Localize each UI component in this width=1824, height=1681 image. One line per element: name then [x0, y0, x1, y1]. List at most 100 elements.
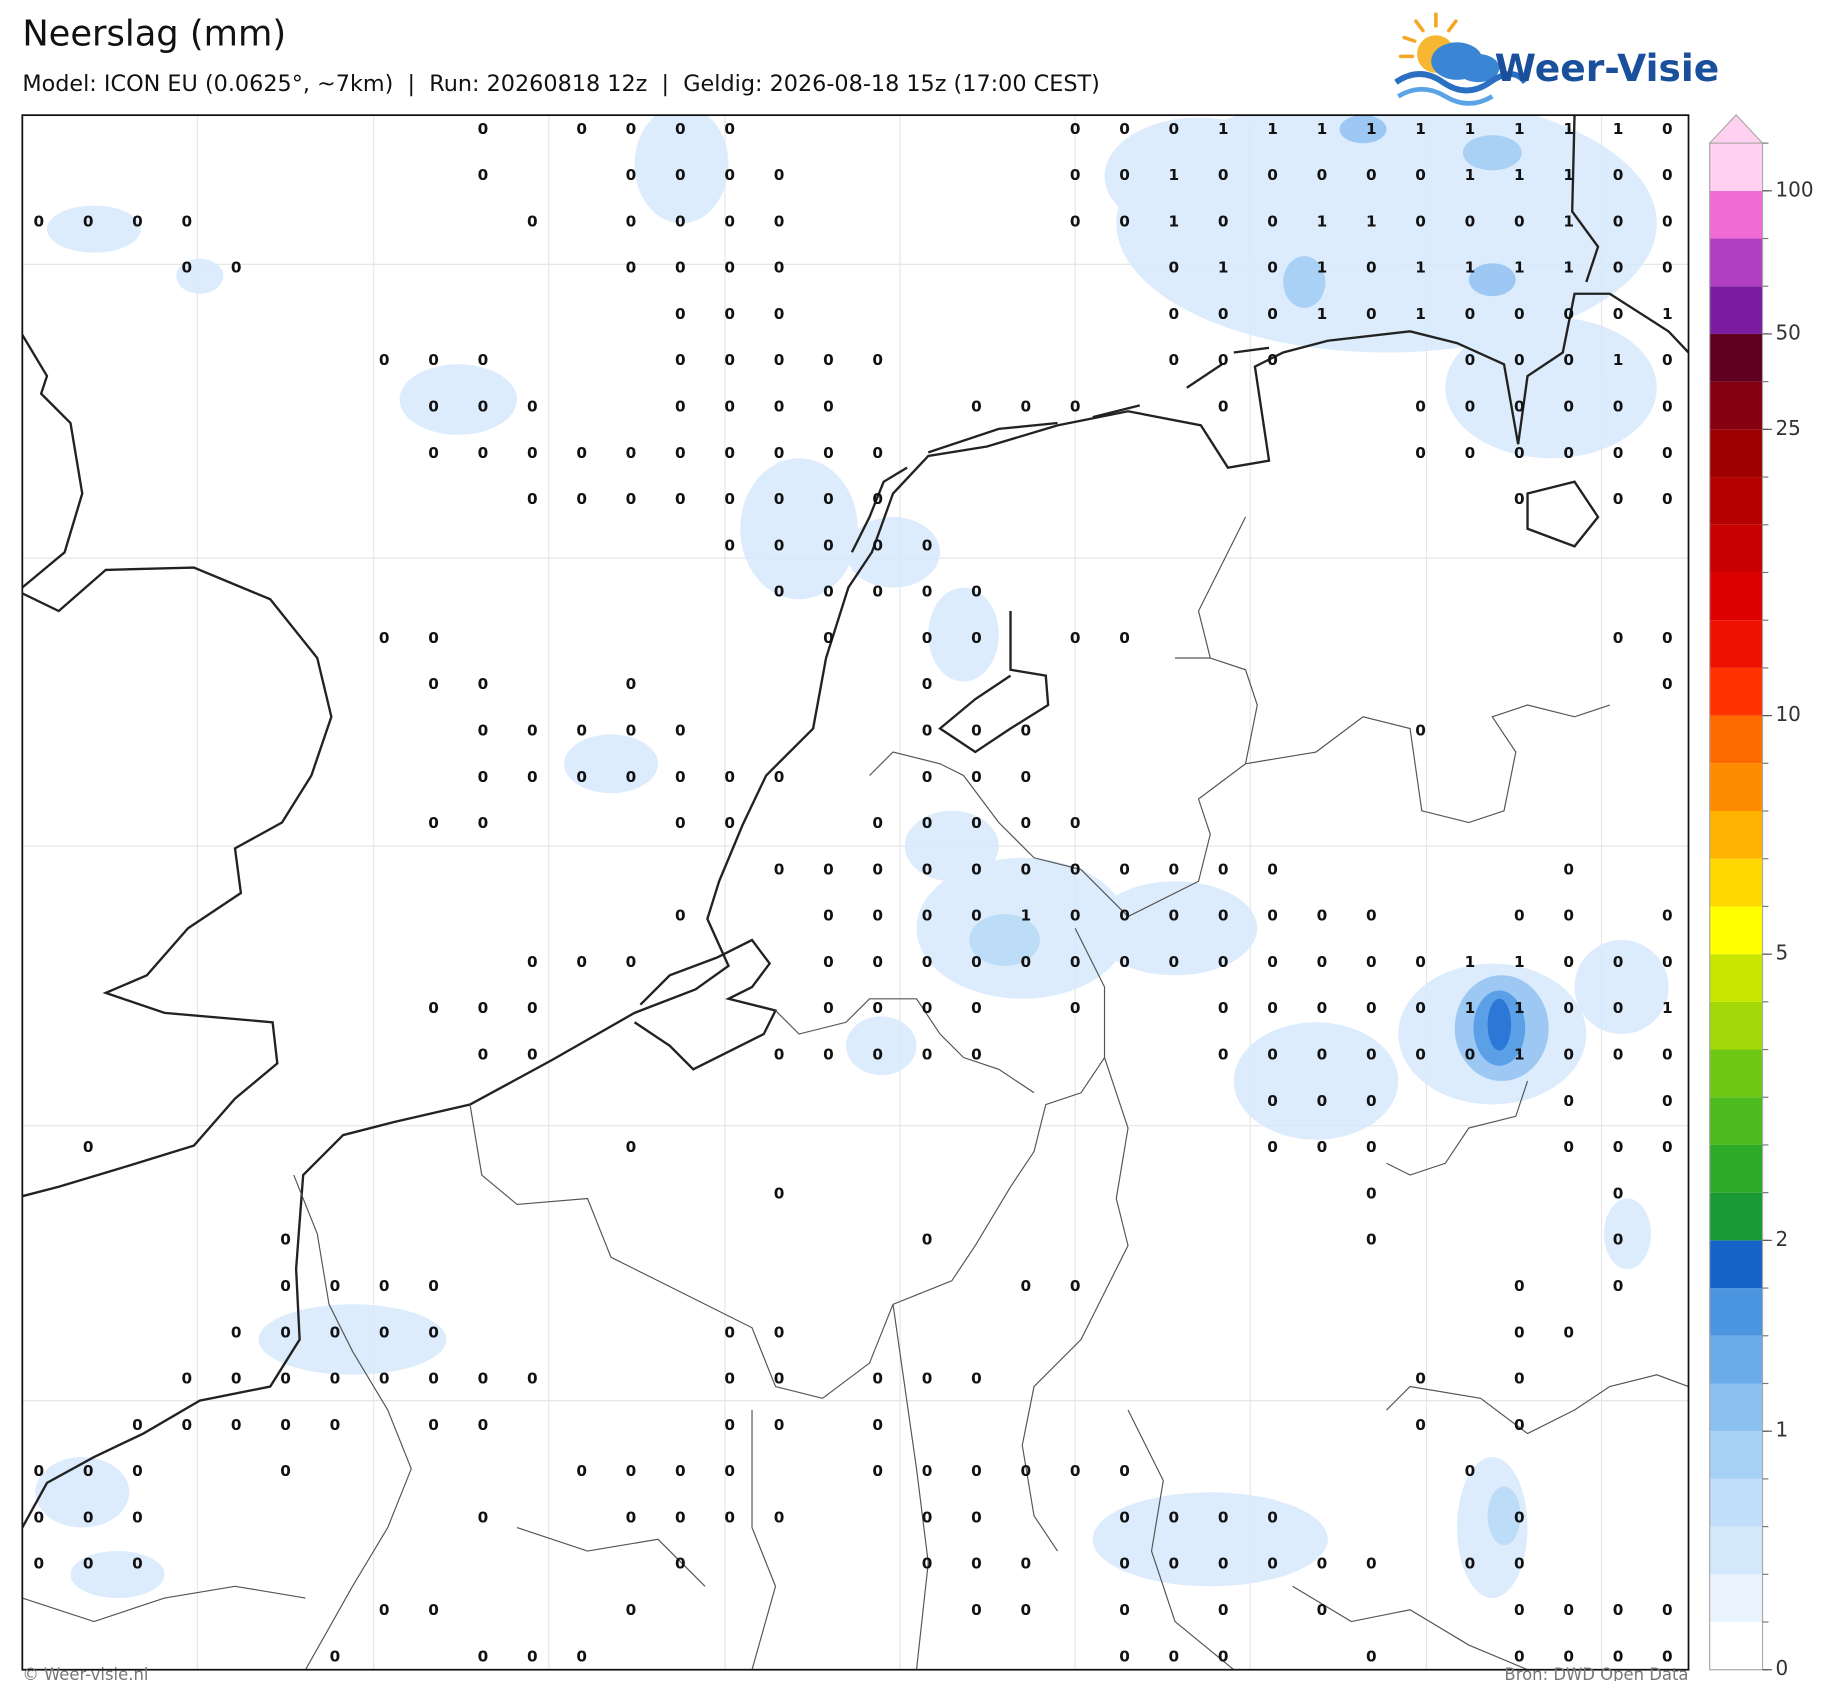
precip-value: 0: [774, 305, 785, 323]
precip-value: 0: [1613, 999, 1624, 1017]
colorbar-segment: [1709, 1288, 1763, 1336]
precip-value: 0: [724, 490, 735, 508]
source: Bron: DWD Open Data: [1504, 1665, 1688, 1681]
precip-value: 0: [1070, 1462, 1081, 1480]
precip-value: 0: [872, 953, 883, 971]
precip-value: 0: [1662, 166, 1673, 184]
precip-value: 0: [675, 1555, 686, 1573]
precip-value: 0: [1267, 860, 1278, 878]
precip-value: 0: [428, 1416, 439, 1434]
precip-value: 0: [1465, 212, 1476, 230]
precip-value: 0: [1218, 1601, 1229, 1619]
precip-value: 1: [1514, 1046, 1525, 1064]
precip-value: 0: [922, 1462, 933, 1480]
precip-value: 0: [330, 1647, 341, 1665]
precip-value: 0: [1415, 999, 1426, 1017]
precip-value: 0: [1169, 953, 1180, 971]
precip-value: 0: [922, 1046, 933, 1064]
precip-value: 0: [1267, 1508, 1278, 1526]
precip-value: 0: [774, 536, 785, 554]
colorbar-segment: [1709, 1001, 1763, 1050]
precip-value: 0: [379, 1370, 390, 1388]
colorbar-segment: [1709, 1144, 1763, 1193]
precip-value: 0: [675, 1508, 686, 1526]
precip-value: 0: [1563, 953, 1574, 971]
precip-value: 0: [724, 212, 735, 230]
precip-value: 0: [971, 629, 982, 647]
precip-value: 0: [1169, 907, 1180, 925]
precip-value: 0: [922, 1231, 933, 1249]
precip-value: 0: [626, 1138, 637, 1156]
precip-value: 0: [1662, 953, 1673, 971]
precip-value: 1: [1662, 999, 1673, 1017]
precip-value: 0: [478, 444, 489, 462]
precip-value: 0: [1218, 999, 1229, 1017]
precip-value: 0: [478, 1647, 489, 1665]
value-labels: 0 0 0 0 0 0 0 0 1 1 1 1 1 1 1 1 1 0 0 0 0 0 0 0 0 1 0 0 0 0 0 1 1 1 0 0 0 0 0 0…: [33, 120, 1672, 1666]
precip-value: 1: [1514, 120, 1525, 138]
precip-value: 0: [774, 212, 785, 230]
colorbar-segment: [1709, 1335, 1763, 1384]
precip-value: 0: [1613, 1184, 1624, 1202]
precip-value: 0: [1563, 1046, 1574, 1064]
precip-value: 0: [1514, 1277, 1525, 1295]
precip-value: 0: [1366, 1138, 1377, 1156]
precip-value: 0: [971, 814, 982, 832]
precip-value: 0: [1070, 953, 1081, 971]
precip-value: 0: [724, 305, 735, 323]
precip-value: 0: [576, 768, 587, 786]
precip-value: 0: [132, 1462, 143, 1480]
precip-value: 0: [922, 675, 933, 693]
precip-value: 0: [675, 351, 686, 369]
precip-value: 0: [33, 1555, 44, 1573]
precip-value: 1: [1317, 120, 1328, 138]
precip-value: 0: [1563, 999, 1574, 1017]
precip-value: 0: [1267, 212, 1278, 230]
precip-value: 0: [132, 1416, 143, 1434]
precip-value: 0: [626, 120, 637, 138]
precip-value: 0: [428, 397, 439, 415]
precip-value: 0: [1613, 397, 1624, 415]
precip-value: 0: [922, 629, 933, 647]
precip-value: 0: [280, 1462, 291, 1480]
precip-value: 0: [1020, 1555, 1031, 1573]
precip-value: 0: [1218, 1647, 1229, 1665]
precip-value: 0: [1613, 1647, 1624, 1665]
precip-value: 0: [1218, 351, 1229, 369]
precip-value: 0: [132, 1555, 143, 1573]
precip-value: 0: [330, 1416, 341, 1434]
precip-value: 1: [1613, 351, 1624, 369]
precip-value: 0: [774, 860, 785, 878]
precip-value: 0: [823, 953, 834, 971]
precip-value: 0: [527, 722, 538, 740]
precip-value: 0: [724, 166, 735, 184]
precip-value: 0: [922, 860, 933, 878]
precip-value: 0: [1169, 1508, 1180, 1526]
precip-value: 0: [1169, 1555, 1180, 1573]
precip-value: 0: [1415, 397, 1426, 415]
precip-value: 0: [1613, 1231, 1624, 1249]
precip-value: 0: [478, 166, 489, 184]
precip-value: 0: [1119, 1555, 1130, 1573]
precip-value: 0: [1662, 397, 1673, 415]
precip-value: 0: [280, 1370, 291, 1388]
precip-value: 0: [1366, 166, 1377, 184]
colorbar-segment: [1709, 1622, 1763, 1670]
precip-value: 0: [1366, 1555, 1377, 1573]
precip-value: 0: [1514, 1555, 1525, 1573]
precip-value: 1: [1563, 166, 1574, 184]
precip-value: 0: [823, 860, 834, 878]
precip-value: 0: [182, 212, 193, 230]
precip-value: 0: [724, 1508, 735, 1526]
precip-value: 0: [231, 1370, 242, 1388]
colorbar-segment: [1709, 1478, 1763, 1527]
precip-value: 0: [823, 397, 834, 415]
precip-value: 0: [1662, 675, 1673, 693]
precip-value: 0: [872, 860, 883, 878]
precip-value: 0: [922, 814, 933, 832]
precip-value: 0: [478, 999, 489, 1017]
precip-value: 0: [823, 444, 834, 462]
precip-value: 1: [1662, 305, 1673, 323]
